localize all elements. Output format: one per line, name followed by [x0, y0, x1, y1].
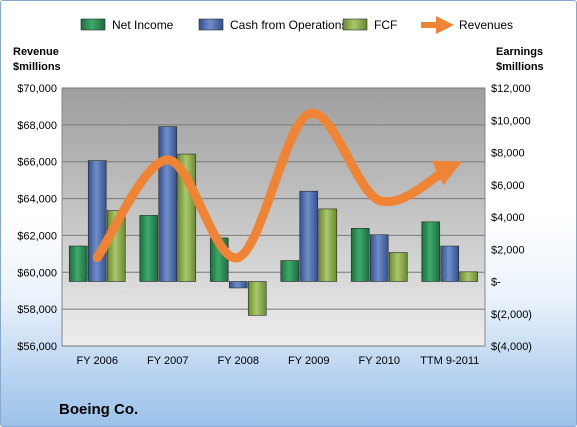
x-tick-label: FY 2010 — [359, 355, 400, 367]
bar-cash-from-operations — [87, 160, 107, 282]
bar-cash-from-operations — [158, 126, 178, 282]
bar-cash-from-operations — [228, 281, 248, 289]
right-tick-label: $(4,000) — [491, 341, 532, 353]
left-axis-ticks: $56,000 $58,000 $60,000 $62,000 $64,000 $66,0… — [17, 83, 57, 353]
legend-swatch-fcf — [342, 18, 368, 31]
bar-fcf — [388, 252, 408, 282]
bars — [68, 126, 479, 316]
bar-cash-from-operations — [299, 190, 319, 282]
x-tick-label: FY 2009 — [288, 355, 329, 367]
left-tick-label: $68,000 — [17, 120, 57, 132]
left-tick-label: $64,000 — [17, 194, 57, 206]
right-tick-label: $8,000 — [491, 148, 525, 160]
x-tick-label: FY 2008 — [218, 355, 259, 367]
legend-swatch-net-income — [80, 18, 106, 31]
revenue-line — [92, 108, 462, 263]
right-tick-label: $4,000 — [491, 212, 525, 224]
bar-fcf — [459, 271, 479, 282]
right-axis-ticks: $(4,000) $(2,000) $- $2,000 $4,000 $6,000 $8,0… — [491, 83, 532, 353]
bar-fcf — [247, 281, 267, 316]
plot-area — [61, 87, 486, 347]
bar-net-income — [421, 221, 441, 282]
left-tick-label: $58,000 — [17, 304, 57, 316]
legend-swatch-cash-from-operations — [198, 18, 224, 31]
left-tick-label: $66,000 — [17, 157, 57, 169]
left-axis-title-line: $millions — [13, 61, 61, 73]
left-tick-label: $62,000 — [17, 230, 57, 242]
x-tick-label: FY 2006 — [77, 355, 118, 367]
left-tick-label: $70,000 — [17, 83, 57, 95]
right-tick-label: $- — [491, 277, 501, 289]
left-axis-title: Revenue $millions — [13, 46, 61, 73]
right-tick-label: $(2,000) — [491, 309, 532, 321]
x-tick-label: FY 2007 — [147, 355, 188, 367]
company-label: Boeing Co. — [59, 401, 138, 418]
right-tick-label: $6,000 — [491, 180, 525, 192]
right-axis-title: Earnings $millions — [496, 46, 544, 73]
bar-cash-from-operations — [369, 234, 389, 282]
bar-net-income — [280, 260, 300, 282]
revenues-line — [92, 108, 462, 263]
left-axis-title-line: Revenue — [13, 46, 59, 58]
right-tick-label: $2,000 — [491, 244, 525, 256]
legend-label: Net Income — [112, 18, 174, 32]
legend-label: FCF — [374, 18, 397, 32]
right-axis-title-line: $millions — [496, 61, 544, 73]
legend-label: Revenues — [459, 18, 513, 32]
bar-net-income — [139, 215, 159, 282]
right-tick-label: $12,000 — [491, 83, 531, 95]
bar-net-income — [68, 245, 88, 282]
legend: Net Income Cash from Operations FCF Revenue… — [80, 16, 513, 34]
bar-fcf — [318, 208, 338, 282]
right-tick-label: $10,000 — [491, 115, 531, 127]
bar-cash-from-operations — [440, 245, 460, 282]
x-tick-label: TTM 9-2011 — [420, 355, 479, 367]
left-tick-label: $56,000 — [17, 341, 57, 353]
left-tick-label: $60,000 — [17, 267, 57, 279]
bar-net-income — [350, 227, 370, 282]
right-axis-title-line: Earnings — [496, 46, 543, 58]
legend-label: Cash from Operations — [230, 18, 347, 32]
x-axis-ticks: FY 2006 FY 2007 FY 2008 FY 2009 FY 2010 TTM 9… — [77, 355, 480, 367]
